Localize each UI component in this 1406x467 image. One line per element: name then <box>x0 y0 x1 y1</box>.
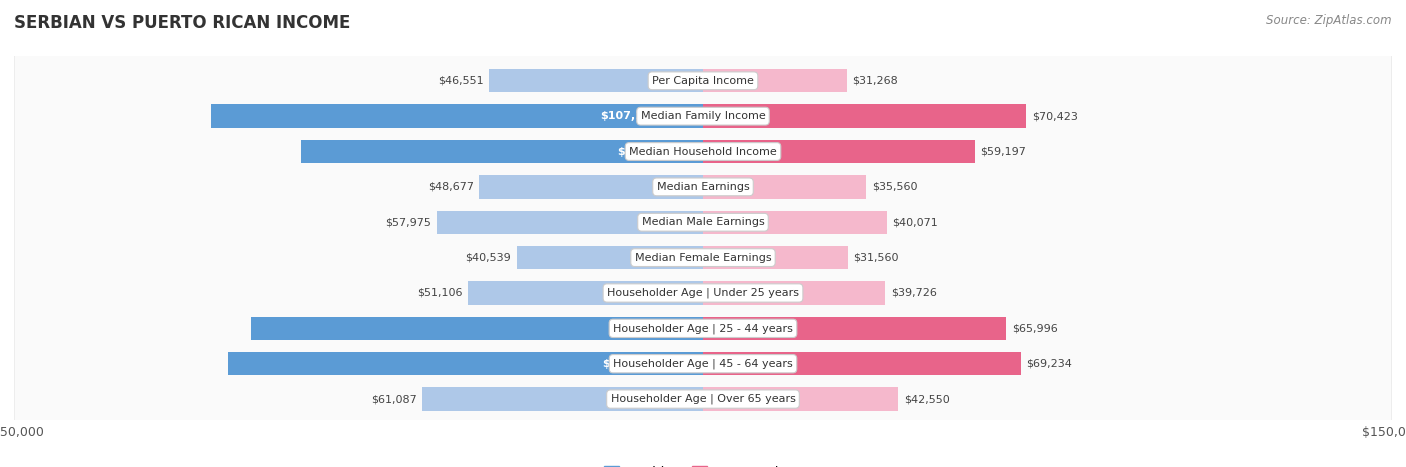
Bar <box>703 281 886 304</box>
Text: $61,087: $61,087 <box>371 394 418 404</box>
Text: $40,071: $40,071 <box>893 217 938 227</box>
Bar <box>211 105 703 128</box>
FancyBboxPatch shape <box>14 0 1392 467</box>
Bar <box>422 388 703 411</box>
Bar <box>301 140 703 163</box>
FancyBboxPatch shape <box>14 0 1392 467</box>
Bar <box>479 175 703 198</box>
Bar <box>489 69 703 92</box>
Bar <box>468 281 703 304</box>
Bar <box>703 175 866 198</box>
Text: $42,550: $42,550 <box>904 394 949 404</box>
Text: $107,157: $107,157 <box>600 111 658 121</box>
Text: Per Capita Income: Per Capita Income <box>652 76 754 86</box>
Text: Householder Age | 25 - 44 years: Householder Age | 25 - 44 years <box>613 323 793 333</box>
FancyBboxPatch shape <box>14 0 1392 467</box>
Text: Median Earnings: Median Earnings <box>657 182 749 192</box>
Bar <box>517 246 703 269</box>
Bar <box>228 352 703 375</box>
Text: $59,197: $59,197 <box>980 147 1026 156</box>
FancyBboxPatch shape <box>14 0 1392 467</box>
Bar <box>437 211 703 234</box>
FancyBboxPatch shape <box>14 0 1392 467</box>
Bar <box>703 211 887 234</box>
Bar <box>703 317 1007 340</box>
Text: $31,560: $31,560 <box>853 253 898 262</box>
Text: SERBIAN VS PUERTO RICAN INCOME: SERBIAN VS PUERTO RICAN INCOME <box>14 14 350 32</box>
Text: $46,551: $46,551 <box>439 76 484 86</box>
Text: $40,539: $40,539 <box>465 253 512 262</box>
Text: $39,726: $39,726 <box>891 288 936 298</box>
Text: Householder Age | 45 - 64 years: Householder Age | 45 - 64 years <box>613 359 793 369</box>
Legend: Serbian, Puerto Rican: Serbian, Puerto Rican <box>603 466 803 467</box>
Bar <box>703 69 846 92</box>
FancyBboxPatch shape <box>14 0 1392 467</box>
Bar <box>703 352 1021 375</box>
Bar <box>703 105 1026 128</box>
FancyBboxPatch shape <box>14 0 1392 467</box>
Bar <box>703 388 898 411</box>
Text: $48,677: $48,677 <box>427 182 474 192</box>
Text: Median Female Earnings: Median Female Earnings <box>634 253 772 262</box>
Text: Householder Age | Under 25 years: Householder Age | Under 25 years <box>607 288 799 298</box>
Text: $51,106: $51,106 <box>418 288 463 298</box>
Text: Median Household Income: Median Household Income <box>628 147 778 156</box>
Text: $87,572: $87,572 <box>617 147 668 156</box>
Text: Source: ZipAtlas.com: Source: ZipAtlas.com <box>1267 14 1392 27</box>
Text: $65,996: $65,996 <box>1012 323 1057 333</box>
Text: $31,268: $31,268 <box>852 76 898 86</box>
FancyBboxPatch shape <box>14 0 1392 467</box>
Text: $35,560: $35,560 <box>872 182 917 192</box>
Bar <box>703 140 974 163</box>
Bar <box>703 246 848 269</box>
Text: $57,975: $57,975 <box>385 217 432 227</box>
FancyBboxPatch shape <box>14 0 1392 467</box>
Text: Median Male Earnings: Median Male Earnings <box>641 217 765 227</box>
Text: $98,320: $98,320 <box>610 323 661 333</box>
Text: $103,522: $103,522 <box>603 359 661 369</box>
Text: $70,423: $70,423 <box>1032 111 1078 121</box>
Text: $69,234: $69,234 <box>1026 359 1073 369</box>
Text: Householder Age | Over 65 years: Householder Age | Over 65 years <box>610 394 796 404</box>
Text: Median Family Income: Median Family Income <box>641 111 765 121</box>
FancyBboxPatch shape <box>14 0 1392 467</box>
Bar <box>252 317 703 340</box>
